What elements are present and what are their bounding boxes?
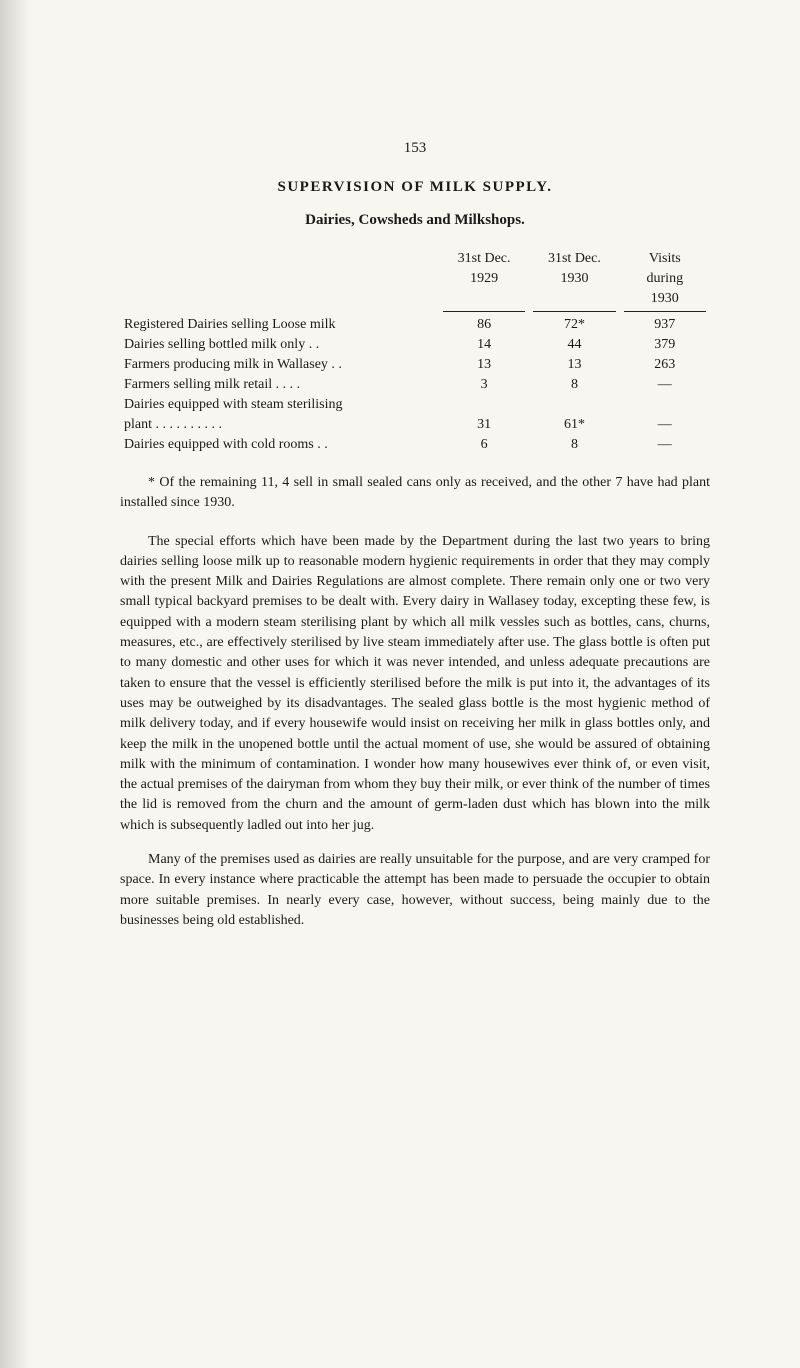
col-header-visits-line2: during [620, 269, 710, 289]
row-value: 3 [439, 375, 529, 395]
dairies-table: 31st Dec. 31st Dec. Visits 1929 1930 dur… [120, 249, 710, 455]
row-value [439, 395, 529, 415]
col-header-1930-line2: 1930 [529, 269, 619, 289]
row-label: plant . . . . . . . . . . [120, 415, 439, 435]
col-header-1929-line1: 31st Dec. [439, 249, 529, 269]
row-value [529, 395, 619, 415]
paragraph-1: The special efforts which have been made… [120, 532, 710, 836]
table-row: Dairies equipped with cold rooms . .68— [120, 435, 710, 455]
row-value: 44 [529, 335, 619, 355]
table-row: Dairies selling bottled milk only . .144… [120, 335, 710, 355]
row-value: 13 [529, 355, 619, 375]
paragraph-2: Many of the premises used as dairies are… [120, 850, 710, 931]
col-header-visits-line3: 1930 [620, 289, 710, 309]
row-label: Registered Dairies selling Loose milk [120, 315, 439, 335]
row-value: 86 [439, 315, 529, 335]
col-header-1929-line2: 1929 [439, 269, 529, 289]
table-row: Dairies equipped with steam sterilising [120, 395, 710, 415]
sub-heading: Dairies, Cowsheds and Milkshops. [120, 212, 710, 229]
row-value: — [620, 375, 710, 395]
page-number: 153 [120, 140, 710, 157]
row-value: 72* [529, 315, 619, 335]
row-value: 31 [439, 415, 529, 435]
row-label: Dairies selling bottled milk only . . [120, 335, 439, 355]
row-value: 8 [529, 375, 619, 395]
row-label: Farmers selling milk retail . . . . [120, 375, 439, 395]
col-header-1930-line1: 31st Dec. [529, 249, 619, 269]
table-header-row-1: 31st Dec. 31st Dec. Visits [120, 249, 710, 269]
row-value: 379 [620, 335, 710, 355]
row-label: Dairies equipped with steam sterilising [120, 395, 439, 415]
row-value: 61* [529, 415, 619, 435]
row-value: 6 [439, 435, 529, 455]
col-header-visits-line1: Visits [620, 249, 710, 269]
footnote-text: * Of the remaining 11, 4 sell in small s… [120, 473, 710, 514]
row-value: 14 [439, 335, 529, 355]
row-value: — [620, 435, 710, 455]
table-header-row-3: 1930 [120, 289, 710, 309]
row-value: — [620, 415, 710, 435]
table-row: Farmers selling milk retail . . . .38— [120, 375, 710, 395]
row-value: 937 [620, 315, 710, 335]
table-row: Registered Dairies selling Loose milk867… [120, 315, 710, 335]
row-value: 13 [439, 355, 529, 375]
row-value [620, 395, 710, 415]
main-heading: SUPERVISION OF MILK SUPPLY. [120, 179, 710, 196]
row-value: 8 [529, 435, 619, 455]
document-page: 153 SUPERVISION OF MILK SUPPLY. Dairies,… [0, 0, 800, 1368]
row-label: Farmers producing milk in Wallasey . . [120, 355, 439, 375]
table-row: plant . . . . . . . . . .3161*— [120, 415, 710, 435]
row-label: Dairies equipped with cold rooms . . [120, 435, 439, 455]
table-header-row-2: 1929 1930 during [120, 269, 710, 289]
row-value: 263 [620, 355, 710, 375]
table-row: Farmers producing milk in Wallasey . .13… [120, 355, 710, 375]
